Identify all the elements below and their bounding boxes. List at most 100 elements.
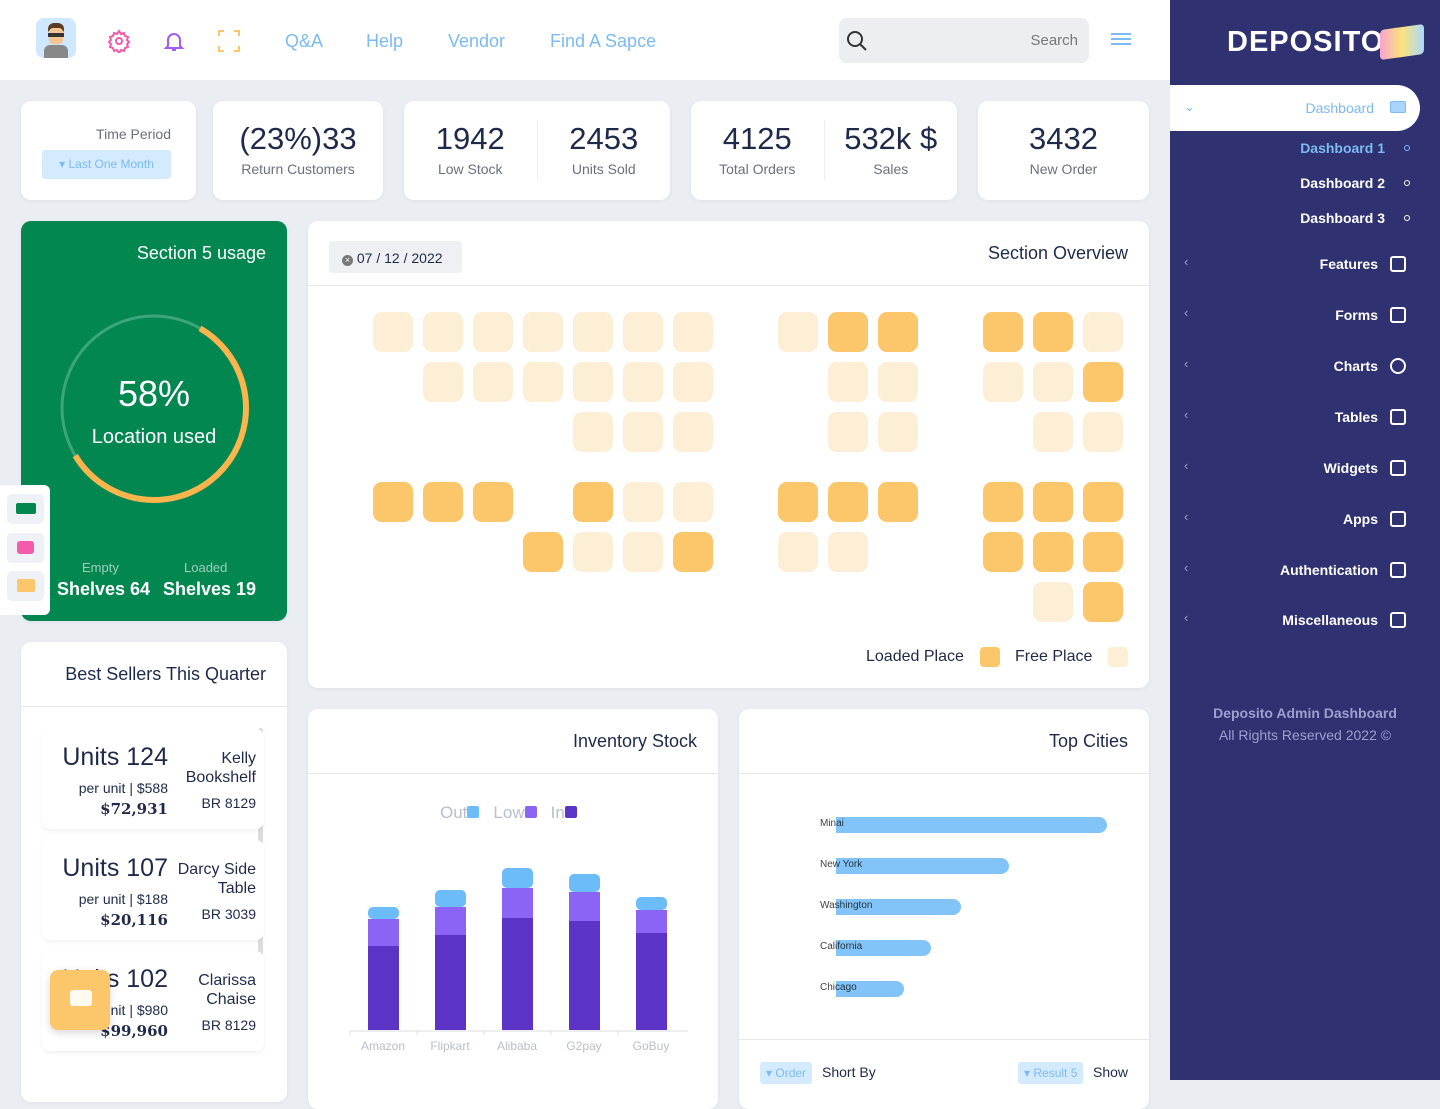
clear-date-icon[interactable]: × (342, 255, 353, 266)
loaded-place[interactable] (878, 482, 918, 522)
loaded-place[interactable] (1083, 582, 1123, 622)
free-place[interactable] (828, 532, 868, 572)
free-place[interactable] (878, 362, 918, 402)
chevron-left-icon[interactable]: ‹ (1184, 356, 1189, 371)
loaded-place[interactable] (423, 482, 463, 522)
free-place[interactable] (573, 412, 613, 452)
free-place[interactable] (623, 532, 663, 572)
free-place[interactable] (573, 312, 613, 352)
free-place[interactable] (673, 412, 713, 452)
free-place[interactable] (828, 412, 868, 452)
loaded-place[interactable] (1083, 362, 1123, 402)
loaded-place[interactable] (523, 532, 563, 572)
chevron-left-icon[interactable]: ‹ (1184, 509, 1189, 524)
bar-low-g2pay[interactable] (569, 892, 600, 921)
loaded-place[interactable] (983, 482, 1023, 522)
sidebar-subitem-dashboard-1[interactable]: Dashboard 1 (1300, 140, 1410, 156)
loaded-place[interactable] (673, 532, 713, 572)
free-place[interactable] (673, 312, 713, 352)
sidebar-item-features[interactable]: Features (1320, 256, 1406, 272)
free-place[interactable] (423, 362, 463, 402)
free-place[interactable] (778, 312, 818, 352)
bar-in-gobuy[interactable] (636, 933, 667, 1030)
loaded-place[interactable] (983, 532, 1023, 572)
bell-icon[interactable] (162, 29, 186, 53)
free-place[interactable] (1083, 312, 1123, 352)
sidebar-item-tables[interactable]: Tables (1335, 409, 1406, 425)
free-place[interactable] (623, 312, 663, 352)
bar-low-gobuy[interactable] (636, 910, 667, 933)
loaded-place[interactable] (1083, 482, 1123, 522)
bar-low-flipkart[interactable] (435, 907, 466, 935)
bar-low-alibaba[interactable] (502, 888, 533, 918)
gear-icon[interactable] (107, 29, 131, 53)
free-place[interactable] (1033, 412, 1073, 452)
date-chip[interactable]: × 07 / 12 / 2022 (329, 241, 462, 273)
loaded-place[interactable] (828, 312, 868, 352)
nav-qa[interactable]: Q&A (285, 31, 324, 51)
sidebar-item-dashboard[interactable]: ⌄ Dashboard (1170, 85, 1420, 131)
best-seller-item[interactable]: Units 107 per unit | $188 $20,116 Darcy Sid… (42, 840, 264, 940)
loaded-place[interactable] (1083, 532, 1123, 572)
free-place[interactable] (623, 362, 663, 402)
sidebar-subitem-dashboard-2[interactable]: Dashboard 2 (1300, 175, 1410, 191)
loaded-place[interactable] (828, 482, 868, 522)
bar-in-alibaba[interactable] (502, 918, 533, 1030)
nav-help[interactable]: Help (366, 31, 404, 51)
sidebar-item-charts[interactable]: Charts (1334, 358, 1406, 374)
loaded-place[interactable] (778, 482, 818, 522)
image-button[interactable] (7, 533, 44, 563)
bar-out-alibaba[interactable] (502, 868, 533, 888)
loaded-place[interactable] (983, 312, 1023, 352)
free-place[interactable] (623, 412, 663, 452)
loaded-place[interactable] (1033, 482, 1073, 522)
chevron-left-icon[interactable]: ‹ (1184, 458, 1189, 473)
free-place[interactable] (1033, 362, 1073, 402)
chat-button[interactable] (7, 571, 44, 601)
free-place[interactable] (523, 312, 563, 352)
free-place[interactable] (423, 312, 463, 352)
free-place[interactable] (1033, 582, 1073, 622)
city-bar[interactable] (836, 899, 961, 915)
free-place[interactable] (523, 362, 563, 402)
free-place[interactable] (673, 362, 713, 402)
sidebar-item-widgets[interactable]: Widgets (1324, 460, 1406, 476)
free-place[interactable] (373, 312, 413, 352)
loaded-place[interactable] (878, 312, 918, 352)
bar-out-flipkart[interactable] (435, 890, 466, 907)
loaded-place[interactable] (373, 482, 413, 522)
bar-in-amazon[interactable] (368, 946, 399, 1030)
loaded-place[interactable] (573, 482, 613, 522)
free-place[interactable] (573, 532, 613, 572)
bar-out-gobuy[interactable] (636, 897, 667, 910)
loaded-place[interactable] (1033, 312, 1073, 352)
money-button[interactable] (7, 494, 44, 524)
loaded-place[interactable] (1033, 532, 1073, 572)
free-place[interactable] (573, 362, 613, 402)
chevron-left-icon[interactable]: ‹ (1184, 407, 1189, 422)
city-bar[interactable] (836, 817, 1107, 833)
time-period-dropdown[interactable]: ▾ Last One Month (42, 150, 171, 179)
avatar[interactable] (36, 18, 76, 58)
result-dropdown[interactable]: ▾ Result 5 (1018, 1062, 1084, 1084)
city-bar[interactable] (836, 858, 1010, 874)
free-place[interactable] (673, 482, 713, 522)
bar-out-g2pay[interactable] (569, 874, 600, 892)
free-place[interactable] (878, 412, 918, 452)
sidebar-subitem-dashboard-3[interactable]: Dashboard 3 (1300, 210, 1410, 226)
bar-in-g2pay[interactable] (569, 921, 600, 1030)
chat-fab[interactable] (50, 970, 110, 1030)
loaded-place[interactable] (473, 482, 513, 522)
free-place[interactable] (828, 362, 868, 402)
fullscreen-icon[interactable] (218, 30, 240, 52)
free-place[interactable] (473, 312, 513, 352)
sidebar-item-apps[interactable]: Apps (1343, 511, 1406, 527)
chevron-left-icon[interactable]: ‹ (1184, 610, 1189, 625)
free-place[interactable] (473, 362, 513, 402)
city-bar[interactable] (836, 940, 931, 956)
chevron-left-icon[interactable]: ‹ (1184, 305, 1189, 320)
sidebar-item-miscellaneous[interactable]: Miscellaneous (1282, 612, 1406, 628)
search-input[interactable]: Search (839, 18, 1089, 63)
order-dropdown[interactable]: ▾ Order (760, 1062, 813, 1084)
best-seller-item[interactable]: Units 124 per unit | $588 $72,931 Kelly Boo… (42, 729, 264, 829)
